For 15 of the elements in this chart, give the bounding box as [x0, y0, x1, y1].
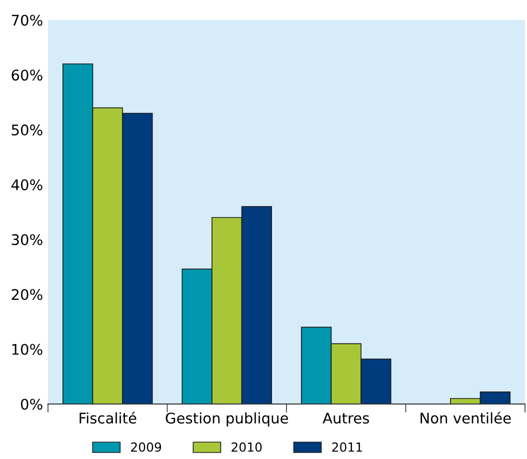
- legend-label: 2011: [332, 442, 362, 452]
- x-tick-label: Gestion publique: [166, 412, 288, 426]
- y-tick-label: 70%: [12, 14, 42, 26]
- y-tick-label: 60%: [12, 70, 42, 81]
- legend-label: 2010: [232, 442, 262, 452]
- y-tick-label: 50%: [12, 124, 42, 136]
- legend-label: 2009: [131, 442, 162, 452]
- y-tick-label: 40%: [11, 179, 42, 190]
- x-tick-label: Non ventilée: [420, 412, 511, 424]
- x-tick-label: Autres: [322, 412, 369, 424]
- y-tick-label: 20%: [12, 289, 42, 300]
- y-tick-label: 10%: [12, 344, 42, 355]
- x-tick-label: Fiscalité: [80, 412, 136, 424]
- y-tick-label: 0%: [20, 398, 42, 410]
- y-tick-label: 30%: [12, 234, 42, 246]
